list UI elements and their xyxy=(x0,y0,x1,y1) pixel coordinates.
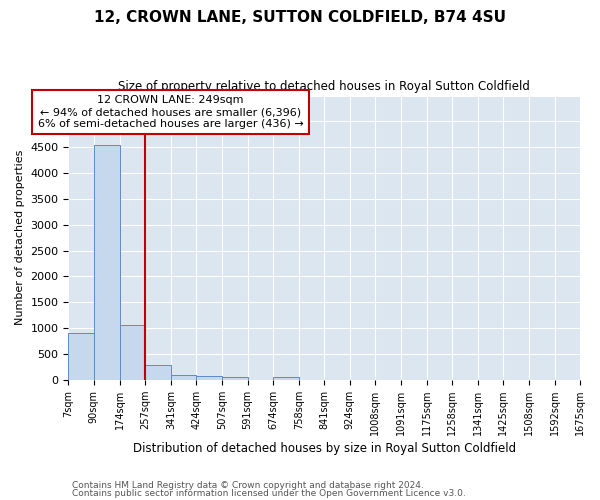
Text: 12, CROWN LANE, SUTTON COLDFIELD, B74 4SU: 12, CROWN LANE, SUTTON COLDFIELD, B74 4S… xyxy=(94,10,506,25)
Bar xyxy=(196,376,222,380)
Bar xyxy=(119,324,145,380)
Bar xyxy=(68,334,94,380)
Text: Contains public sector information licensed under the Open Government Licence v3: Contains public sector information licen… xyxy=(72,488,466,498)
Text: 12 CROWN LANE: 249sqm
← 94% of detached houses are smaller (6,396)
6% of semi-de: 12 CROWN LANE: 249sqm ← 94% of detached … xyxy=(38,96,304,128)
Bar xyxy=(273,377,299,380)
Title: Size of property relative to detached houses in Royal Sutton Coldfield: Size of property relative to detached ho… xyxy=(118,80,530,93)
Text: Contains HM Land Registry data © Crown copyright and database right 2024.: Contains HM Land Registry data © Crown c… xyxy=(72,481,424,490)
X-axis label: Distribution of detached houses by size in Royal Sutton Coldfield: Distribution of detached houses by size … xyxy=(133,442,516,455)
Y-axis label: Number of detached properties: Number of detached properties xyxy=(15,150,25,326)
Bar xyxy=(145,366,171,380)
Bar xyxy=(222,377,248,380)
Bar xyxy=(94,144,119,380)
Bar xyxy=(171,374,196,380)
